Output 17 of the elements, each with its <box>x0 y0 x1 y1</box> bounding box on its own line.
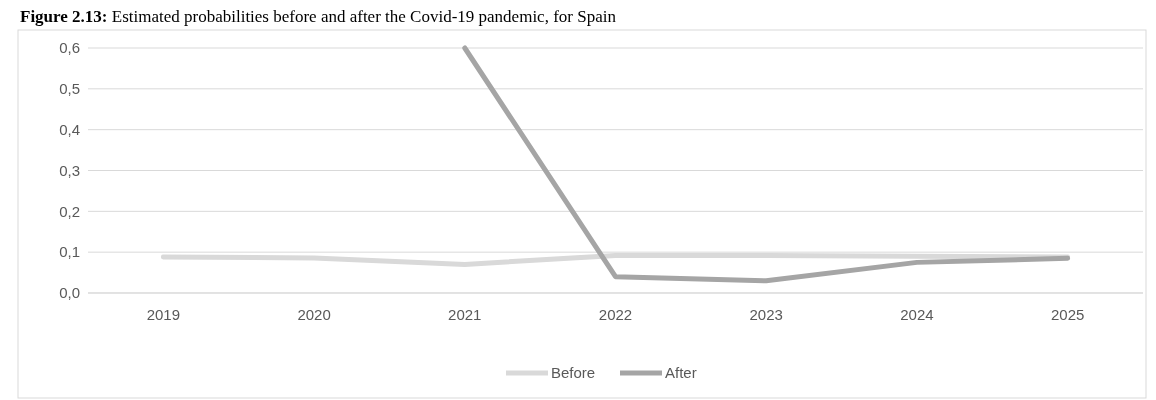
legend-label: After <box>665 364 697 382</box>
x-tick-label: 2025 <box>1050 306 1085 323</box>
x-tick-label: 2019 <box>146 306 181 323</box>
y-tick-label: 0,4 <box>59 120 80 138</box>
legend-label: Before <box>551 364 596 382</box>
x-tick-label: 2023 <box>749 306 783 323</box>
chart-title: Figure 2.13: Estimated probabilities before and after the Covid-19 pandemic, for Spain <box>20 7 617 26</box>
y-tick-label: 0,2 <box>59 202 80 220</box>
y-tick-label: 0,6 <box>59 39 80 57</box>
y-tick-label: 0,1 <box>59 243 80 261</box>
y-tick-label: 0,5 <box>59 80 80 98</box>
y-tick-label: 0,3 <box>59 161 80 179</box>
x-tick-label: 2024 <box>900 306 934 323</box>
x-tick-label: 2020 <box>297 306 331 323</box>
y-tick-label: 0,0 <box>59 284 80 302</box>
x-tick-label: 2022 <box>598 306 633 323</box>
x-tick-label: 2021 <box>448 306 482 323</box>
